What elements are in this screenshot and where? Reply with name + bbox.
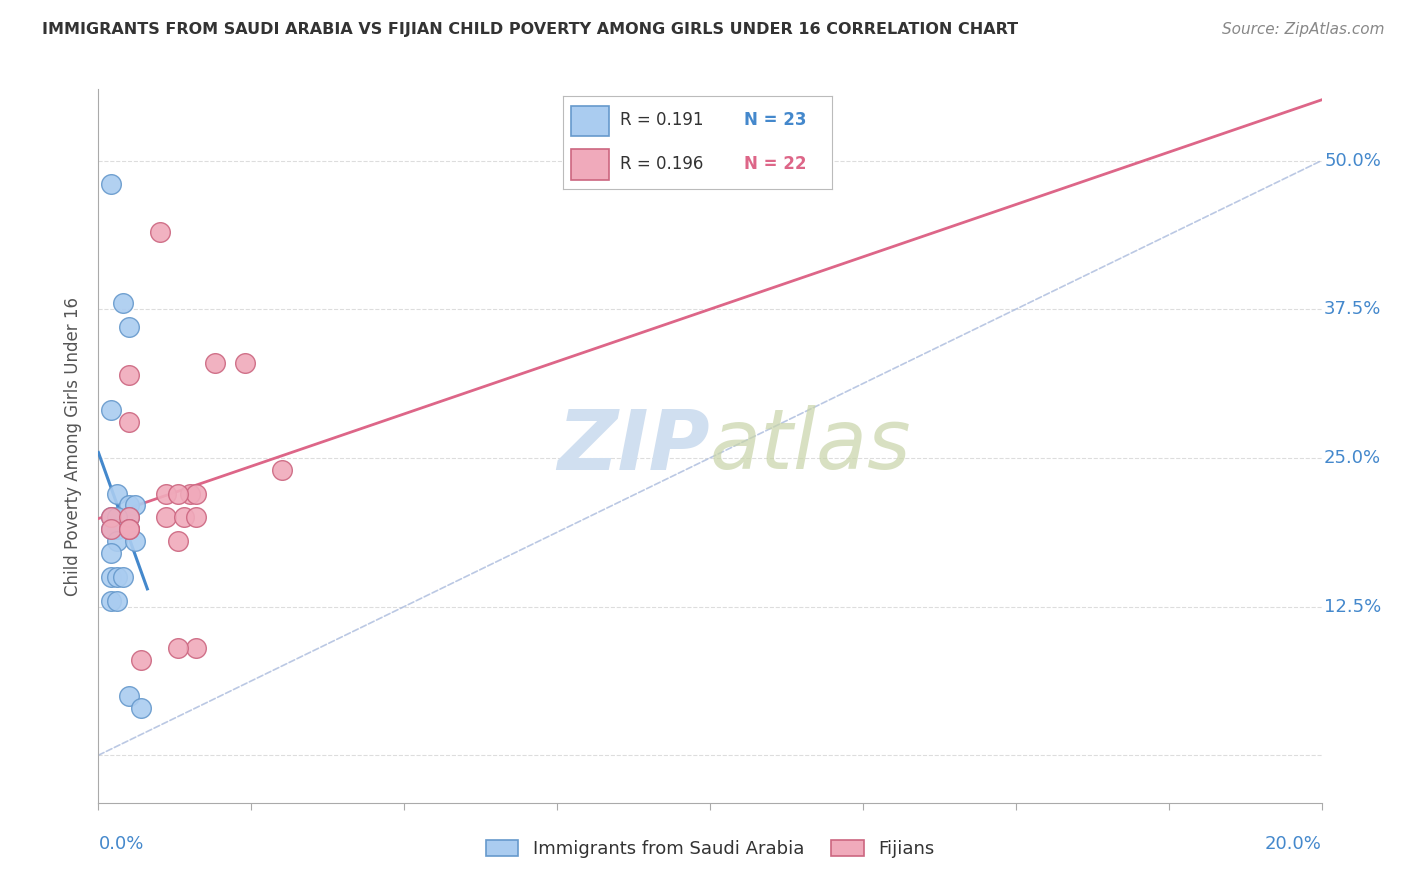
Point [111,570,134,584]
Point [100,510,122,524]
Point [100,522,122,536]
Point [111,296,134,310]
Point [129,653,152,667]
Text: 37.5%: 37.5% [1324,301,1382,318]
Point [233,356,256,370]
Legend: Immigrants from Saudi Arabia, Fijians: Immigrants from Saudi Arabia, Fijians [478,832,942,865]
Text: 0.0%: 0.0% [98,835,143,853]
Point [118,368,141,382]
Point [270,463,292,477]
Point [186,486,208,500]
Point [105,570,128,584]
Point [149,225,172,239]
Text: ZIP: ZIP [557,406,710,486]
Point [155,486,177,500]
Point [105,522,128,536]
Text: 25.0%: 25.0% [1324,449,1381,467]
Point [105,593,128,607]
Point [100,570,122,584]
Point [118,510,141,524]
Point [124,534,146,549]
Point [129,700,152,714]
Point [100,522,122,536]
Point [105,534,128,549]
Point [118,510,141,524]
Y-axis label: Child Poverty Among Girls Under 16: Child Poverty Among Girls Under 16 [65,296,83,596]
Point [167,641,190,656]
Point [118,415,141,429]
Point [124,499,146,513]
Point [204,356,226,370]
Point [105,486,128,500]
Text: 50.0%: 50.0% [1324,152,1381,169]
Text: 20.0%: 20.0% [1265,835,1322,853]
Point [186,641,208,656]
Point [155,510,177,524]
Text: Source: ZipAtlas.com: Source: ZipAtlas.com [1222,22,1385,37]
Point [100,403,122,417]
Point [118,522,141,536]
Point [186,510,208,524]
Point [100,546,122,560]
Point [100,593,122,607]
Text: IMMIGRANTS FROM SAUDI ARABIA VS FIJIAN CHILD POVERTY AMONG GIRLS UNDER 16 CORREL: IMMIGRANTS FROM SAUDI ARABIA VS FIJIAN C… [42,22,1018,37]
Point [167,486,190,500]
Text: atlas: atlas [710,406,911,486]
Point [179,486,201,500]
Text: 12.5%: 12.5% [1324,598,1381,615]
Point [118,320,141,334]
Point [100,178,122,192]
Point [173,510,195,524]
Point [167,534,190,549]
Point [118,689,141,703]
Point [100,510,122,524]
Point [105,510,128,524]
Point [118,522,141,536]
Point [118,499,141,513]
Point [118,522,141,536]
